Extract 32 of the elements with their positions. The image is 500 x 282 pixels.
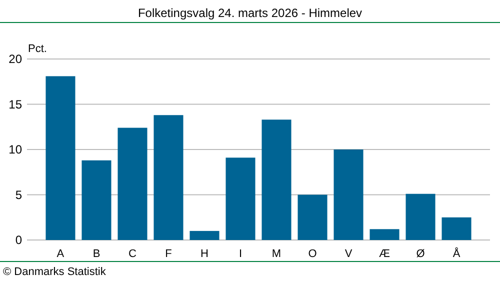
- chart-title: Folketingsvalg 24. marts 2026 - Himmelev: [138, 6, 362, 20]
- y-axis-title: Pct.: [28, 43, 47, 55]
- bar: [406, 194, 436, 240]
- x-tick-label: V: [344, 248, 353, 260]
- x-tick-label: C: [128, 248, 137, 260]
- bar: [298, 194, 328, 240]
- bar: [262, 120, 292, 240]
- x-tick-label: M: [272, 248, 282, 260]
- bar: [442, 217, 472, 240]
- x-tick-label: Æ: [379, 248, 390, 260]
- x-tick-label: F: [165, 248, 172, 260]
- x-tick-label: O: [308, 248, 318, 260]
- bar: [82, 160, 112, 240]
- bar: [370, 229, 400, 240]
- bar: [226, 158, 256, 240]
- y-tick-label: 15: [8, 97, 22, 112]
- x-tick-label: Ø: [416, 248, 426, 260]
- x-tick-label: H: [200, 248, 209, 260]
- y-tick-label: 20: [8, 52, 22, 66]
- y-tick-label: 5: [15, 188, 22, 202]
- bar: [118, 128, 148, 240]
- x-tick-label: A: [56, 248, 65, 260]
- x-tick-label: I: [238, 248, 242, 260]
- x-tick-label: Å: [452, 247, 461, 260]
- bar: [154, 115, 184, 240]
- bar: [334, 150, 364, 240]
- bar: [46, 76, 76, 240]
- y-tick-label: 0: [15, 233, 22, 248]
- bar: [190, 230, 220, 240]
- x-tick-label: B: [92, 248, 100, 260]
- text: © Danmarks Statistik: [3, 266, 106, 278]
- y-tick-label: 10: [8, 142, 22, 157]
